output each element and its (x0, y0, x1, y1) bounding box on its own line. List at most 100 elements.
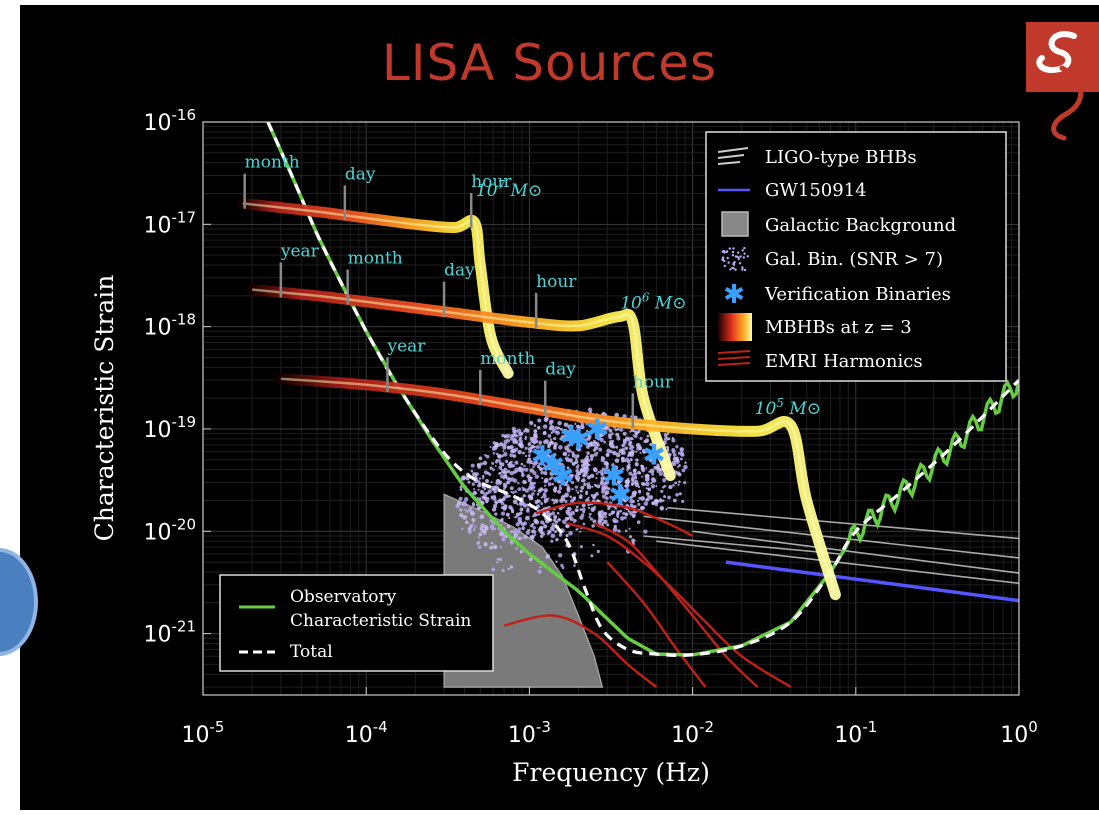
gal-bin-point (482, 530, 487, 535)
gal-bin-point (573, 438, 579, 443)
gal-bin-point (477, 464, 482, 469)
plot-frame (202, 121, 1020, 696)
gal-bin-point (675, 445, 679, 449)
legend-gal-bin-dot (726, 256, 729, 260)
gal-bin-point (524, 488, 529, 493)
x-tick-label: 10-3 (508, 718, 551, 748)
gal-bin-point (608, 429, 613, 433)
y-tick-label: 10-18 (144, 311, 197, 341)
gal-bin-point (671, 438, 676, 443)
gal-bin-point (576, 424, 580, 429)
mbhb-track-highlight (251, 288, 672, 477)
ligo-bhb-track (667, 506, 1019, 540)
gal-bin-point (585, 492, 589, 496)
mass-label: 107 M⊙ (476, 178, 542, 201)
gal-bin-point (548, 426, 554, 431)
legend-gal-bin-dot (737, 257, 740, 261)
gal-bin-point (477, 497, 482, 502)
gal-bin-point (624, 479, 630, 484)
gal-bin-point (638, 472, 642, 475)
gal-bin-point (550, 533, 556, 539)
gal-bin-point (532, 465, 535, 469)
gal-bin-point (628, 443, 632, 447)
gal-bin-point (506, 514, 509, 517)
gal-bin-point (659, 505, 665, 511)
gal-bin-point (524, 467, 529, 472)
gal-bin-point (602, 476, 606, 480)
gal-bin-point (551, 483, 555, 486)
gal-bin-point (502, 507, 507, 511)
gal-bin-point (601, 487, 605, 491)
gal-bin-point (586, 484, 592, 490)
time-label-year: year (280, 241, 320, 261)
gal-bin-point (567, 424, 572, 429)
x-tick-label: 100 (1000, 718, 1038, 748)
ligo-bhb-track (692, 530, 1019, 574)
legend-gal-bin-dot (739, 255, 742, 258)
gal-bin-point (478, 482, 482, 485)
gal-bin-point (549, 421, 553, 426)
gal-bin-point (509, 444, 514, 450)
gal-bin-point (618, 486, 623, 491)
gal-bin-point (528, 442, 532, 445)
gal-bin-point (634, 462, 639, 467)
gal-bin-point (575, 477, 578, 480)
gal-bin-point (590, 457, 594, 461)
gal-bin-point (585, 442, 589, 446)
gal-bin-point (525, 503, 529, 507)
gal-bin-point (536, 449, 541, 454)
gal-bin-point (533, 433, 538, 438)
gal-bin-point (501, 568, 505, 573)
emri-harmonic-track (566, 522, 792, 689)
gal-bin-point (488, 473, 492, 476)
gal-bin-point (650, 477, 656, 482)
gal-bin-point (481, 474, 485, 478)
gal-bin-point (594, 441, 598, 445)
gal-bin-point (580, 513, 585, 517)
gal-bin-point (467, 526, 472, 531)
emri-harmonic-track (593, 522, 759, 688)
legend-gal-bin-dot (729, 268, 732, 271)
gal-bin-point (510, 490, 513, 494)
gal-bin-point (538, 442, 541, 446)
gal-bin-point (603, 430, 608, 435)
gal-bin-point (643, 529, 648, 534)
gal-bin-point (568, 530, 573, 536)
gal-bin-point (542, 431, 547, 436)
gal-bin-point (492, 441, 496, 445)
gal-bin-point (565, 524, 570, 529)
time-label-year: year (386, 336, 426, 356)
gal-bin-point (646, 440, 649, 443)
mbhb-track-highlight (280, 377, 837, 596)
x-tick-label: 10-4 (345, 718, 388, 748)
gal-bin-point (579, 424, 585, 430)
legend-galactic-background-swatch (721, 211, 749, 237)
gal-bin-point (500, 511, 506, 516)
gal-bin-point (549, 471, 554, 476)
gal-bin-point (563, 475, 567, 480)
legend-ligo-bhbs: LIGO-type BHBs (765, 147, 917, 168)
gal-bin-point (532, 515, 535, 518)
gal-bin-point (633, 429, 637, 433)
gal-bin-point (671, 449, 676, 454)
legend-gal-bin-dot (738, 262, 742, 265)
gal-bin-point (536, 425, 541, 430)
x-tick-label: 10-1 (834, 718, 877, 748)
gal-bin-point (540, 496, 543, 499)
gal-bin-point (637, 502, 641, 507)
gal-bin-point (650, 481, 653, 485)
gal-bin-point (482, 496, 487, 501)
gal-bin-point (596, 549, 600, 554)
gal-bin-point (622, 491, 627, 495)
gal-bin-point (489, 466, 493, 470)
mass-label: 106 M⊙ (620, 291, 686, 314)
gal-bin-point (674, 481, 677, 485)
gal-bin-point (515, 547, 518, 550)
gal-bin-point (636, 520, 641, 524)
gal-bin-point (612, 450, 617, 456)
gal-bin-point (482, 460, 488, 466)
gal-bin-point (624, 512, 629, 517)
gal-bin-point (551, 511, 556, 516)
gal-bin-point (574, 456, 578, 460)
legend-gal-bin-dot (746, 255, 749, 258)
